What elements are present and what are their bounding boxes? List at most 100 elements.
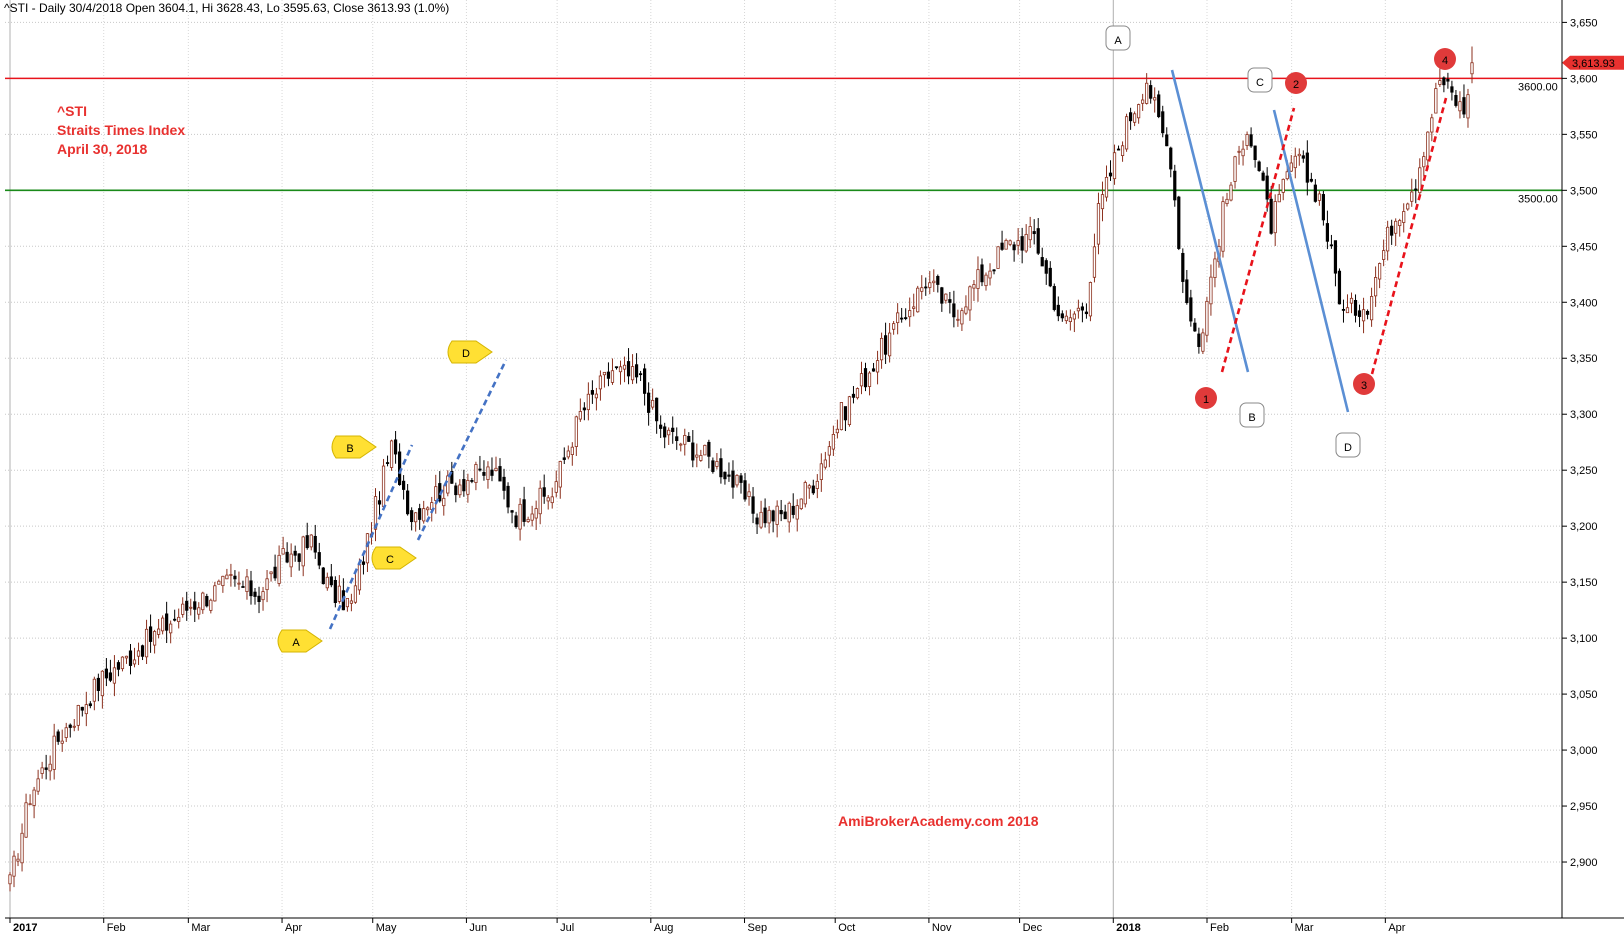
candle: [1185, 269, 1189, 305]
candle: [1128, 107, 1133, 130]
candle-body: [32, 789, 36, 806]
candle: [1108, 160, 1113, 181]
candle-body: [924, 286, 928, 289]
y-tick-label: 3,400: [1570, 297, 1598, 309]
y-tick-label: 3,600: [1570, 73, 1598, 85]
month-label: Oct: [838, 922, 855, 934]
candle: [574, 415, 578, 456]
candle-body: [1325, 223, 1330, 242]
candle: [863, 362, 868, 392]
candle: [201, 591, 205, 614]
candle-body: [972, 284, 976, 289]
candle: [325, 572, 329, 591]
candle: [442, 485, 446, 516]
candle-body: [1108, 172, 1113, 177]
candle-body: [916, 287, 920, 313]
candle: [1329, 234, 1334, 249]
number-circle: [1434, 48, 1456, 70]
candle: [888, 322, 892, 363]
candle: [964, 295, 968, 316]
candle: [727, 462, 731, 482]
candle-body: [1313, 184, 1317, 202]
candle-body: [610, 370, 615, 383]
candle-body: [132, 659, 137, 665]
candle: [691, 430, 695, 468]
candle: [530, 505, 534, 527]
candle-body: [157, 628, 161, 635]
candle: [851, 386, 856, 404]
candle: [337, 575, 341, 604]
candle: [1020, 227, 1024, 264]
candle-body: [863, 368, 868, 388]
candle: [944, 293, 948, 304]
candle: [1229, 181, 1233, 202]
candle: [377, 491, 382, 518]
candle: [1221, 196, 1225, 258]
candle-body: [779, 510, 783, 515]
candle-body: [165, 613, 169, 631]
candle: [104, 658, 108, 687]
month-label: Nov: [932, 922, 952, 934]
candle: [1261, 170, 1265, 182]
candle-body: [948, 299, 952, 303]
candle-body: [1281, 178, 1285, 193]
candle: [88, 701, 92, 709]
candle: [1201, 328, 1205, 355]
candle: [912, 293, 916, 317]
candle: [1361, 297, 1366, 334]
candle-body: [1378, 263, 1382, 280]
month-label: Feb: [107, 922, 126, 934]
candle: [329, 564, 333, 588]
candle-body: [904, 317, 908, 320]
candle: [1028, 216, 1032, 248]
candle: [655, 397, 659, 434]
candle: [40, 761, 44, 779]
candle: [1036, 218, 1040, 255]
candle-body: [209, 599, 213, 611]
number-text: 1: [1203, 394, 1209, 406]
candle: [132, 647, 137, 668]
candle-body: [1454, 95, 1458, 106]
candle: [269, 571, 273, 582]
candle-body: [626, 361, 631, 377]
candle-body: [634, 364, 639, 378]
candle: [80, 706, 84, 717]
candle: [928, 270, 932, 295]
candle-body: [321, 567, 325, 585]
candle: [815, 474, 819, 499]
candle: [1008, 239, 1012, 247]
candle: [1390, 219, 1394, 245]
candle-body: [353, 585, 358, 603]
candle-body: [847, 396, 852, 425]
candle-body: [659, 424, 663, 429]
candle-body: [651, 400, 655, 408]
candle-body: [1398, 220, 1402, 227]
candle-body: [1321, 194, 1325, 221]
pattern-label-red: 1: [1195, 387, 1217, 409]
y-tick-label: 3,050: [1570, 689, 1598, 701]
candle-body: [249, 580, 253, 597]
candle-body: [277, 554, 281, 584]
candle: [980, 258, 984, 287]
symbol-annotation: ^STI Straits Times Index April 30, 2018: [57, 103, 185, 157]
month-label: May: [376, 922, 397, 934]
candle-body: [462, 479, 466, 492]
candle: [72, 718, 76, 732]
trend-line: [1272, 109, 1350, 413]
candle: [1257, 160, 1261, 172]
candle: [1426, 131, 1430, 170]
candle-body: [1434, 88, 1438, 114]
candle-body: [859, 373, 864, 387]
candle-body: [775, 505, 779, 525]
callout-letter: A: [292, 637, 300, 649]
candle-body: [855, 388, 860, 399]
candle: [1458, 91, 1462, 119]
candle-body: [867, 372, 872, 387]
candle: [1325, 210, 1330, 250]
candle-body: [1293, 155, 1297, 169]
candle: [904, 308, 908, 321]
candle-body: [289, 553, 293, 568]
candle: [1466, 88, 1470, 128]
candle-body: [1426, 131, 1430, 161]
